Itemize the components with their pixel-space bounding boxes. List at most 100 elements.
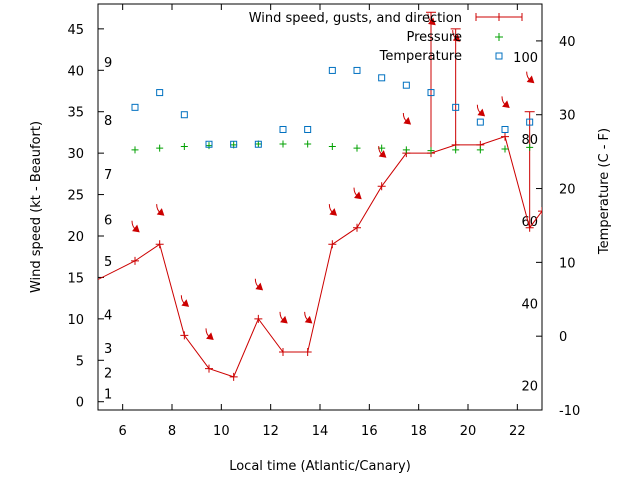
plot-area bbox=[98, 11, 542, 381]
temperature-point bbox=[131, 103, 139, 111]
pressure-point bbox=[131, 146, 139, 154]
legend: Wind speed, gusts, and direction Pressur… bbox=[249, 11, 523, 64]
fahrenheit-label: 100 bbox=[513, 51, 538, 66]
legend-label-temperature: Temperature bbox=[379, 49, 462, 64]
pressure-point bbox=[452, 146, 460, 154]
wind-speed-point bbox=[501, 132, 509, 141]
x-tick-label: 6 bbox=[119, 424, 127, 439]
beaufort-label: 4 bbox=[104, 309, 112, 324]
x-tick-label: 8 bbox=[168, 424, 176, 439]
x-tick-label: 22 bbox=[509, 424, 526, 439]
x-tick-label: 12 bbox=[262, 424, 279, 439]
wind-direction-arrowhead bbox=[403, 116, 412, 125]
y-left-tick-label: 40 bbox=[67, 64, 84, 79]
wind-speed-point bbox=[180, 331, 189, 340]
wind-direction-arrowhead bbox=[280, 315, 288, 324]
y-right-tick-label: 10 bbox=[559, 256, 576, 271]
y-left-tick-label: 15 bbox=[67, 271, 84, 286]
beaufort-label: 7 bbox=[104, 168, 112, 183]
wind-speed-point bbox=[279, 348, 287, 356]
wind-direction-arrowhead bbox=[526, 75, 535, 84]
legend-swatch-wind-mark bbox=[495, 13, 503, 21]
wind-direction-arrowhead bbox=[181, 299, 190, 307]
wind-direction-arrowhead bbox=[255, 282, 264, 291]
x-tick-label: 16 bbox=[361, 424, 378, 439]
y-left-tick-label: 10 bbox=[67, 313, 84, 328]
beaufort-label: 5 bbox=[104, 255, 112, 270]
temperature-point bbox=[279, 125, 287, 133]
y-axis-left-label: Wind speed (kt - Beaufort) bbox=[29, 121, 44, 293]
beaufort-label: 1 bbox=[104, 387, 112, 402]
beaufort-label: 2 bbox=[104, 367, 112, 382]
pressure-point bbox=[353, 144, 361, 152]
pressure-point bbox=[180, 143, 188, 151]
temperature-point bbox=[254, 140, 262, 148]
wind-direction-arrowhead bbox=[378, 150, 387, 158]
wind-speed-point bbox=[229, 372, 238, 381]
x-tick-label: 14 bbox=[312, 424, 329, 439]
wind-direction-arrowhead bbox=[477, 108, 486, 117]
legend-swatch-temperature bbox=[495, 52, 503, 60]
temperature-point bbox=[476, 118, 484, 126]
beaufort-label: 3 bbox=[104, 342, 112, 357]
pressure-point bbox=[427, 147, 435, 155]
temperature-point bbox=[205, 140, 213, 148]
pressure-point bbox=[476, 146, 484, 154]
temperature-point bbox=[328, 66, 336, 74]
wind-direction-arrowhead bbox=[452, 34, 461, 42]
y-left-tick-label: 5 bbox=[76, 354, 84, 369]
legend-swatch-pressure bbox=[495, 33, 503, 41]
wind-speed-point bbox=[303, 348, 312, 356]
wind-direction-arrowhead bbox=[502, 100, 510, 109]
x-tick-label: 20 bbox=[460, 424, 477, 439]
y-left-tick-label: 25 bbox=[67, 189, 84, 204]
y-left-tick-label: 0 bbox=[76, 396, 84, 411]
plot-frame-group: 6 8 10 12 14 16 18 20 22051015202530354045-10010… bbox=[67, 3, 580, 439]
temperature-point bbox=[156, 89, 164, 97]
wind-direction-arrowhead bbox=[354, 191, 362, 200]
labels-group: Local time (Atlantic/Canary) Wind speed … bbox=[29, 121, 612, 474]
pressure-point bbox=[402, 146, 410, 154]
temperature-point bbox=[304, 125, 312, 133]
y-right-tick-label: 0 bbox=[559, 330, 567, 345]
beaufort-label: 6 bbox=[104, 213, 112, 228]
wind-speed-point bbox=[353, 223, 361, 232]
wind-speed-point bbox=[377, 182, 386, 191]
pressure-point bbox=[526, 143, 534, 151]
wind-speed-point bbox=[205, 364, 213, 373]
beaufort-label: 9 bbox=[104, 56, 112, 71]
beaufort-label: 8 bbox=[104, 114, 112, 129]
y-right-tick-label: 30 bbox=[559, 109, 576, 124]
y-left-tick-label: 30 bbox=[67, 147, 84, 162]
y-left-tick-label: 20 bbox=[67, 230, 84, 245]
temperature-point bbox=[378, 74, 386, 82]
temperature-point bbox=[230, 140, 238, 148]
fahrenheit-label: 40 bbox=[521, 298, 538, 313]
x-axis-label: Local time (Atlantic/Canary) bbox=[229, 459, 411, 474]
wind-speed-point bbox=[155, 240, 164, 249]
y-right-tick-label: -10 bbox=[559, 404, 580, 419]
y-left-tick-label: 35 bbox=[67, 106, 84, 121]
pressure-point bbox=[304, 140, 312, 148]
pressure-point bbox=[501, 145, 509, 153]
x-tick-label: 10 bbox=[213, 424, 230, 439]
y-axis-right-label: Temperature (C - F) bbox=[597, 128, 612, 255]
pressure-point bbox=[279, 140, 287, 148]
legend-label-wind: Wind speed, gusts, and direction bbox=[249, 11, 462, 26]
y-right-tick-label: 40 bbox=[559, 35, 576, 50]
wind-direction-arrowhead bbox=[428, 17, 436, 26]
temperature-point bbox=[402, 81, 410, 89]
wind-direction-arrowhead bbox=[329, 208, 338, 216]
x-tick-label: 18 bbox=[410, 424, 427, 439]
wind-direction-arrowhead bbox=[132, 224, 140, 233]
temperature-point bbox=[501, 125, 509, 133]
y-right-tick-label: 20 bbox=[559, 183, 576, 198]
temperature-point bbox=[353, 66, 361, 74]
data-group bbox=[98, 11, 542, 381]
wind-direction-arrowhead bbox=[156, 208, 165, 216]
y-left-tick-label: 45 bbox=[67, 23, 84, 38]
wind-speed-point bbox=[538, 207, 542, 216]
wind-speed-point bbox=[131, 256, 139, 265]
wind-speed-point bbox=[254, 314, 263, 323]
